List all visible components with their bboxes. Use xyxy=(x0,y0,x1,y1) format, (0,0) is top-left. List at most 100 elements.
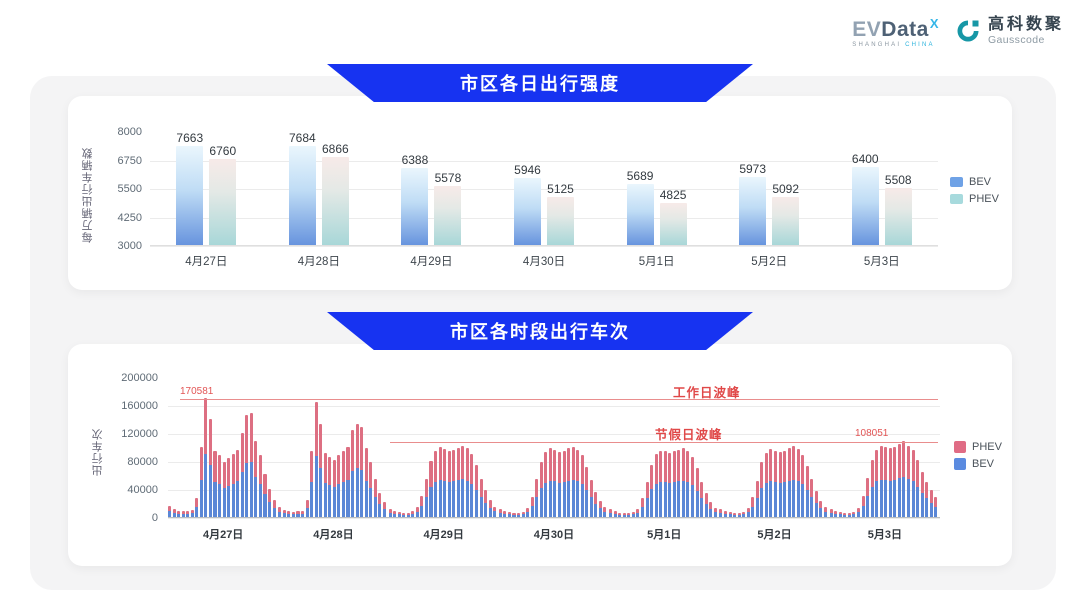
chart1-day-group: 7684 6866 xyxy=(263,132,376,245)
chart2-plot-area: 0 40000 80000 120000 160000 200000 170581 工作日… xyxy=(121,372,940,524)
stacked-bar xyxy=(870,459,874,517)
phev-bar xyxy=(547,196,575,245)
stacked-bar xyxy=(704,493,708,517)
chart1-plot-area: 3000 4250 5500 6750 8000 7663 6760 7684 6866 638… xyxy=(118,126,938,252)
stacked-bar xyxy=(801,454,805,517)
stacked-bar xyxy=(539,461,543,517)
bev-bar xyxy=(739,177,767,245)
stacked-bar xyxy=(562,450,566,517)
bev-swatch-icon xyxy=(954,458,966,470)
stacked-bar xyxy=(254,441,258,517)
stacked-bar xyxy=(544,451,548,517)
chart1-day-group: 5946 5125 xyxy=(488,132,601,245)
stacked-bar xyxy=(328,456,332,517)
gausscode-logo: 高科数聚 Gausscode xyxy=(955,16,1064,46)
stacked-bar xyxy=(287,511,291,517)
stacked-bar xyxy=(310,450,314,517)
stacked-bar xyxy=(503,511,507,517)
stacked-bar xyxy=(746,507,750,517)
stacked-bar xyxy=(301,510,305,517)
stacked-bar xyxy=(609,509,613,517)
bar-value-label: 6388 xyxy=(401,152,429,167)
chart1-day-group: 7663 6760 xyxy=(150,132,263,245)
chart2-day-group xyxy=(278,378,388,517)
stacked-bar xyxy=(916,459,920,517)
y-tick-label: 0 xyxy=(151,512,158,524)
workday-peak-value: 170581 xyxy=(180,385,214,397)
stacked-bar xyxy=(654,454,658,517)
chart2-title-banner: 市区各时段出行车次 xyxy=(327,312,753,350)
stacked-bar xyxy=(222,462,226,517)
stacked-bar xyxy=(397,512,401,517)
stacked-bar xyxy=(447,451,451,517)
chart2-legend-bev: BEV xyxy=(954,458,1002,470)
header: EVDataX SHANGHAI CHINA 高科数聚 Gausscode xyxy=(852,14,1064,48)
x-tick-label: 4月29日 xyxy=(423,529,464,541)
stacked-bar xyxy=(823,507,828,517)
stacked-bar xyxy=(429,461,433,517)
chart2-day-group xyxy=(168,378,278,517)
stacked-bar xyxy=(424,478,428,517)
bar-value-label: 6400 xyxy=(851,152,879,167)
y-tick-label: 5500 xyxy=(117,183,142,195)
stacked-bar xyxy=(672,451,676,517)
bar-value-label: 5946 xyxy=(514,162,541,177)
stacked-bar xyxy=(177,510,181,517)
stacked-bar xyxy=(884,447,888,517)
stacked-bar xyxy=(805,465,809,517)
stacked-bar xyxy=(507,512,511,517)
stacked-bar xyxy=(346,447,350,517)
chart1-y-axis-label: 每万辆出行车辆数 xyxy=(82,147,94,243)
bar-value-label: 5125 xyxy=(547,181,574,196)
stacked-bar xyxy=(461,445,465,517)
phev-bar xyxy=(434,186,462,245)
stacked-bar xyxy=(227,458,231,517)
stacked-bar xyxy=(332,459,336,517)
stacked-bar xyxy=(548,448,552,517)
stacked-bar xyxy=(737,512,741,517)
chart2-day-group xyxy=(388,378,499,517)
stacked-bar xyxy=(631,512,635,517)
stacked-bar xyxy=(517,512,521,517)
stacked-bar xyxy=(778,451,782,517)
chart1-title: 市区各日出行强度 xyxy=(460,74,620,94)
stacked-bar xyxy=(382,502,386,517)
y-tick-label: 120000 xyxy=(121,428,158,440)
x-tick-label: 5月1日 xyxy=(647,529,682,541)
stacked-bar xyxy=(263,473,267,517)
stacked-bar xyxy=(713,507,717,517)
stacked-bar xyxy=(829,508,833,517)
y-tick-label: 160000 xyxy=(121,400,158,412)
stacked-bar xyxy=(906,445,911,517)
stacked-bar xyxy=(493,506,497,517)
x-tick-label: 4月27日 xyxy=(185,256,228,268)
stacked-bar xyxy=(897,444,901,517)
stacked-bar xyxy=(783,450,787,517)
x-tick-label: 5月1日 xyxy=(638,256,675,268)
chart2-title: 市区各时段出行车次 xyxy=(450,322,630,342)
gausscode-g-icon xyxy=(957,20,979,42)
bar-value-label: 6866 xyxy=(322,141,349,156)
x-tick-label: 5月2日 xyxy=(757,529,792,541)
stacked-bar xyxy=(925,482,929,517)
stacked-bar xyxy=(337,455,341,517)
bev-bar xyxy=(851,167,879,245)
stacked-bar xyxy=(388,508,392,517)
stacked-bar xyxy=(627,512,631,517)
y-tick-label: 200000 xyxy=(121,372,158,384)
stacked-bar xyxy=(245,414,249,517)
stacked-bar xyxy=(810,479,814,517)
stacked-bar xyxy=(314,402,318,517)
stacked-bar xyxy=(434,450,438,517)
stacked-bar xyxy=(364,448,368,517)
stacked-bar xyxy=(796,449,800,517)
bev-swatch-icon xyxy=(950,177,963,187)
stacked-bar xyxy=(488,500,492,517)
stacked-bar xyxy=(567,448,571,517)
stacked-bar xyxy=(690,456,695,517)
phev-bar xyxy=(321,156,349,245)
stacked-bar xyxy=(199,447,203,517)
stacked-bar xyxy=(594,491,598,517)
chart2-y-axis-label: 出行车次 xyxy=(92,428,104,476)
stacked-bar xyxy=(557,451,561,517)
